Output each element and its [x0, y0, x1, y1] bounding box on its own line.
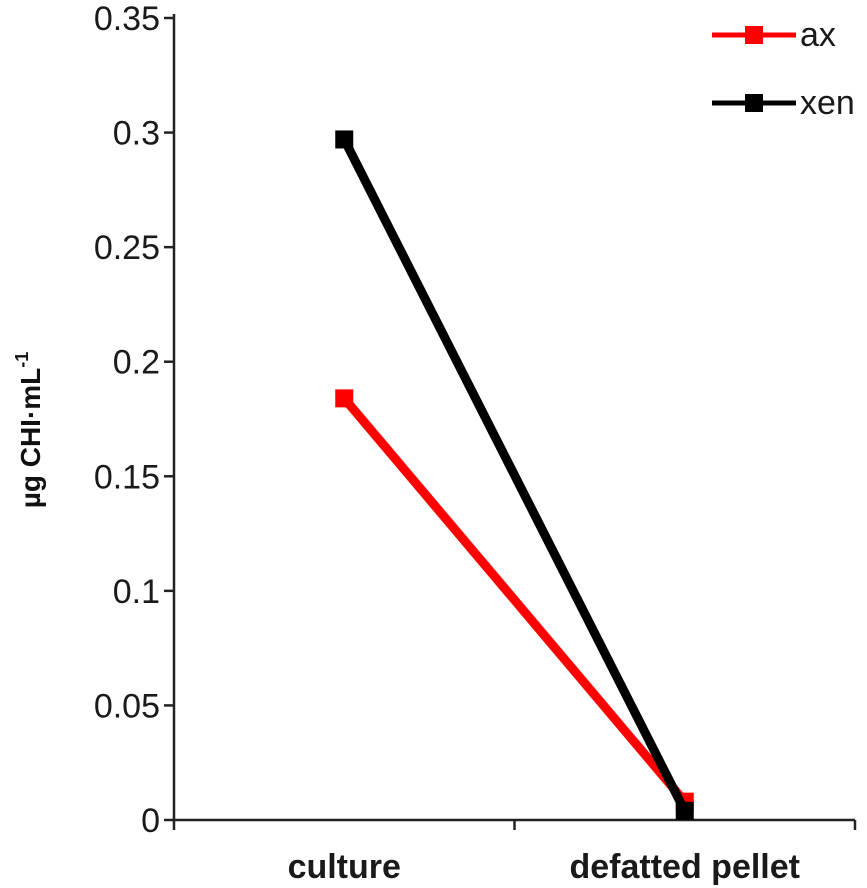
x-category-label: culture	[288, 848, 401, 886]
legend-marker-ax	[745, 26, 763, 44]
y-tick-label: 0.25	[94, 229, 160, 267]
y-axis-title-superscript: -1	[12, 352, 32, 368]
legend-label-ax: ax	[800, 16, 836, 54]
y-tick-label: 0.3	[113, 115, 160, 153]
y-tick-label: 0.15	[94, 458, 160, 496]
y-tick-label: 0.35	[94, 0, 160, 38]
series-group	[335, 130, 694, 820]
data-point-xen	[335, 130, 354, 149]
y-tick-label: 0.05	[94, 687, 160, 725]
y-tick-label: 0	[141, 802, 160, 840]
series-line-xen	[340, 137, 689, 813]
legend-label-xen: xen	[800, 84, 855, 122]
axes	[172, 14, 855, 822]
y-axis-title-main: µg CHI·mL	[15, 368, 46, 509]
data-point-ax	[335, 389, 354, 408]
series-line-ax	[340, 395, 689, 805]
data-point-xen	[675, 801, 694, 820]
legend-marker-xen	[745, 94, 763, 112]
y-tick-label: 0.2	[113, 344, 160, 382]
y-tick-label: 0.1	[113, 573, 160, 611]
y-axis-title: µg CHI·mL-1	[12, 352, 46, 509]
y-axis-ticks: 0 0.05 0.1 0.15 0.2 0.25 0.3 0.35	[94, 0, 174, 840]
legend: ax xen	[712, 16, 855, 122]
x-category-label: defatted pellet	[570, 848, 800, 886]
x-axis-ticks: culture defatted pellet	[172, 820, 857, 886]
